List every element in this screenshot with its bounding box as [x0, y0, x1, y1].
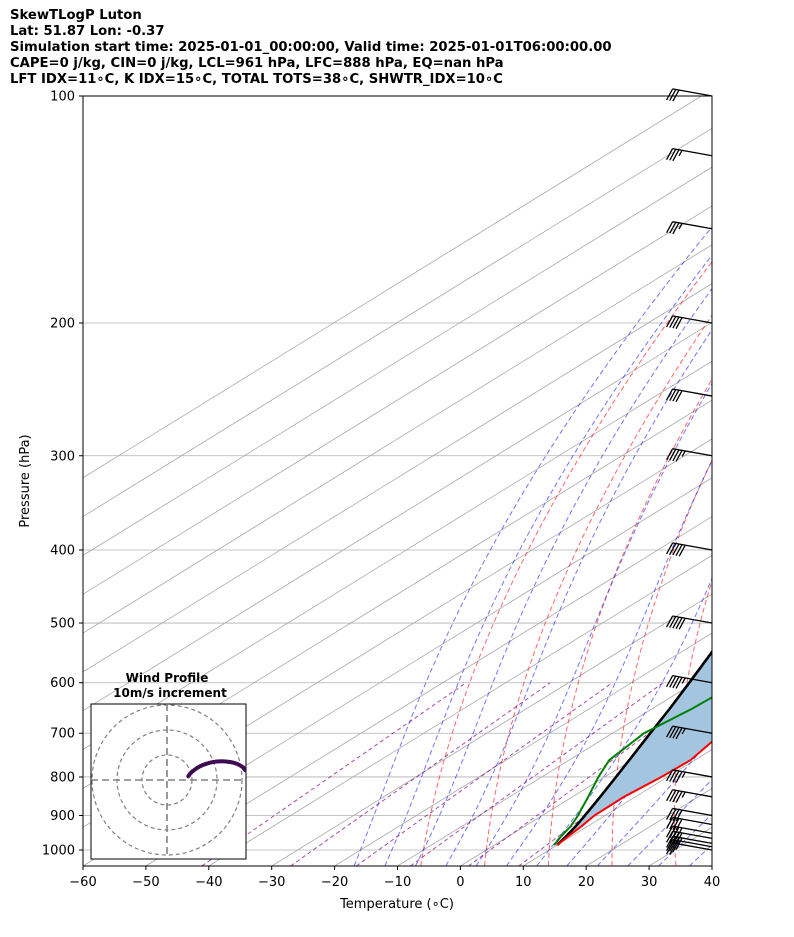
isotherm-line [83, 166, 712, 556]
moist-adiabat-line [689, 844, 712, 866]
profile-lines [553, 649, 712, 847]
dry-adiabats [420, 96, 794, 866]
wind-barb [665, 839, 713, 853]
isotherm-line [397, 671, 712, 866]
title-cape-indices: CAPE=0 j/kg, CIN=0 j/kg, LCL=961 hPa, LF… [10, 56, 504, 71]
y-tick-label: 100 [50, 90, 75, 105]
wind-barb [665, 88, 713, 102]
y-tick-label: 200 [50, 316, 75, 331]
dry-adiabat-line [484, 314, 712, 866]
x-tick-label: −60 [69, 875, 96, 890]
moist-adiabat-line [475, 382, 712, 866]
x-tick-label: −50 [132, 875, 159, 890]
isotherm-line [711, 865, 712, 866]
wind-barb [665, 675, 713, 689]
wind-barb [665, 807, 713, 822]
wind-barb [665, 615, 713, 630]
hodograph-subtitle: 10m/s increment [113, 686, 227, 700]
mixing-ratio-line [356, 682, 613, 866]
dry-adiabat-line [547, 378, 712, 866]
mixing-ratio-line [518, 721, 712, 866]
y-tick-label: 300 [50, 449, 75, 464]
hodograph-title: Wind Profile [126, 671, 209, 685]
temperature-line [556, 740, 712, 846]
isotherm-line [83, 321, 712, 712]
mixing-ratio-line [410, 682, 664, 866]
wind-barb [665, 825, 713, 840]
y-tick-label: 600 [50, 676, 75, 691]
dry-adiabat-line [735, 96, 794, 866]
moist-adiabat-line [415, 287, 712, 866]
y-axis-label: Pressure (hPa) [18, 434, 33, 527]
moist-adiabat-line [536, 577, 712, 866]
isotherm-line [83, 96, 702, 479]
wind-barb [665, 725, 713, 740]
isotherm-line [83, 244, 712, 634]
wind-barb [665, 448, 713, 462]
isotherm-line [460, 710, 712, 866]
wind-barb [665, 315, 713, 330]
title-station: SkewTLogP Luton [10, 8, 142, 23]
isotherm-line [83, 283, 712, 673]
x-tick-label: 0 [456, 875, 464, 890]
title-location: Lat: 51.87 Lon: -0.37 [10, 24, 165, 39]
wind-barb [665, 816, 713, 831]
x-tick-label: 20 [578, 875, 595, 890]
isotherm-line [334, 632, 712, 866]
moist-adiabats [353, 96, 794, 866]
moist-adiabat-line [566, 678, 712, 866]
moist-adiabat-line [596, 737, 712, 866]
x-tick-label: −10 [384, 875, 411, 890]
moist-adiabat-line [445, 328, 712, 866]
hodograph-trace [186, 759, 246, 779]
cape-cin-shading [557, 651, 712, 846]
y-tick-label: 700 [50, 727, 75, 742]
y-tick-label: 400 [50, 543, 75, 558]
x-tick-label: −30 [258, 875, 285, 890]
hodograph-inset: Wind Profile 10m/s increment [90, 671, 247, 860]
wind-barb [665, 542, 713, 557]
wind-barb [665, 147, 713, 162]
wind-barb [665, 221, 713, 235]
y-tick-label: 1000 [42, 844, 75, 859]
parcel-profile-line [556, 649, 712, 847]
title-stability-indices: LFT IDX=11∘C, K IDX=15∘C, TOTAL TOTS=38∘… [10, 72, 503, 87]
wind-barb [665, 388, 713, 403]
y-axis-ticks: 100 200 300 400 500 600 700 800 900 1000 [42, 90, 83, 859]
wind-barbs [665, 88, 713, 855]
moist-adiabat-line [720, 96, 794, 866]
isotherm-line [145, 516, 712, 866]
wind-barb [665, 769, 713, 783]
isotherm-line [271, 593, 712, 866]
x-axis-ticks: −60 −50 −40 −30 −20 −10 0 10 20 30 40 [69, 866, 720, 890]
moist-adiabat-line [384, 254, 712, 866]
x-tick-label: −20 [321, 875, 348, 890]
cin-shading-region [557, 651, 712, 846]
x-tick-label: 10 [515, 875, 532, 890]
isotherm-line [83, 127, 712, 518]
isotherm-line [208, 554, 712, 866]
moist-adiabat-line [505, 459, 712, 866]
y-tick-label: 800 [50, 770, 75, 785]
x-axis-label: Temperature (∘C) [339, 897, 454, 912]
isotherm-line [83, 477, 712, 866]
moist-adiabat-line [353, 226, 712, 866]
x-tick-label: −40 [195, 875, 222, 890]
dry-adiabat-line [420, 260, 712, 866]
y-tick-label: 900 [50, 809, 75, 824]
figure-title-block: SkewTLogP Luton Lat: 51.87 Lon: -0.37 Si… [10, 8, 612, 88]
wind-barb [665, 789, 713, 803]
x-tick-label: 30 [641, 875, 658, 890]
y-tick-label: 500 [50, 617, 75, 632]
title-times: Simulation start time: 2025-01-01_00:00:… [10, 40, 612, 55]
x-tick-label: 40 [704, 875, 721, 890]
mixing-ratio-line [290, 682, 551, 866]
dewpoint-line [553, 696, 712, 846]
